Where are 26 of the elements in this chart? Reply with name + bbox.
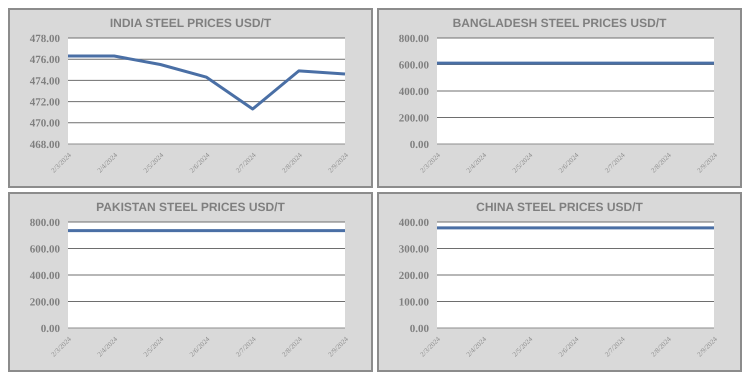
line-series <box>66 54 346 111</box>
y-tick-label: 400.00 <box>30 270 60 282</box>
y-tick-label: 478.00 <box>30 32 60 45</box>
y-tick-label: 100.00 <box>398 296 430 308</box>
y-tick-label: 476.00 <box>30 54 60 66</box>
y-tick-label: 474.00 <box>30 75 60 88</box>
y-tick-label: 470.00 <box>30 118 60 130</box>
y-tick-label: 472.00 <box>30 96 60 109</box>
y-tick-label: 468.00 <box>30 138 60 151</box>
chart-title: PAKISTAN STEEL PRICES USD/T <box>95 199 286 216</box>
y-tick-label: 200.00 <box>30 296 60 308</box>
chart-title: CHINA STEEL PRICES USD/T <box>475 199 644 216</box>
y-tick-label: 600.00 <box>30 243 60 256</box>
y-tick-label: 0.00 <box>410 322 430 335</box>
y-tick-label: 400.00 <box>398 216 430 229</box>
y-tick-label: 0.00 <box>40 322 60 335</box>
y-tick-label: 200.00 <box>398 270 430 282</box>
y-tick-label: 800.00 <box>398 32 430 45</box>
chart-title: INDIA STEEL PRICES USD/T <box>108 15 272 32</box>
y-tick-label: 400.00 <box>398 86 430 98</box>
chart-title: BANGLADESH STEEL PRICES USD/T <box>452 15 668 32</box>
y-tick-label: 600.00 <box>398 59 430 72</box>
y-tick-label: 0.00 <box>410 138 430 151</box>
y-tick-label: 800.00 <box>30 216 60 229</box>
y-tick-label: 300.00 <box>398 243 430 256</box>
y-tick-label: 200.00 <box>398 112 430 124</box>
